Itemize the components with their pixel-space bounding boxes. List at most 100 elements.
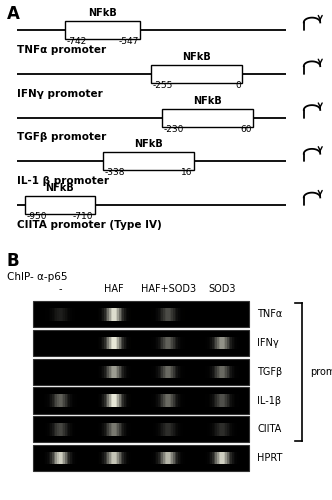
Bar bbox=[113, 394, 114, 407]
Bar bbox=[222, 366, 224, 378]
Bar bbox=[219, 423, 220, 436]
Bar bbox=[101, 452, 103, 464]
Bar bbox=[153, 394, 155, 407]
Bar bbox=[237, 452, 239, 464]
Bar bbox=[127, 394, 129, 407]
Bar bbox=[183, 423, 185, 436]
Bar bbox=[230, 452, 232, 464]
Bar bbox=[98, 452, 99, 464]
Bar bbox=[166, 366, 168, 378]
Bar bbox=[129, 366, 131, 378]
Bar bbox=[68, 452, 70, 464]
Bar bbox=[55, 308, 57, 320]
Bar bbox=[235, 394, 237, 407]
Bar bbox=[168, 366, 170, 378]
Bar bbox=[171, 452, 173, 464]
Bar bbox=[170, 366, 171, 378]
Bar bbox=[111, 366, 113, 378]
Bar bbox=[160, 308, 161, 320]
Bar bbox=[151, 308, 153, 320]
Bar bbox=[43, 394, 45, 407]
Bar bbox=[47, 394, 48, 407]
Bar bbox=[124, 452, 126, 464]
Bar bbox=[109, 308, 111, 320]
Bar bbox=[217, 337, 219, 349]
Bar bbox=[55, 423, 57, 436]
Bar bbox=[166, 308, 168, 320]
Bar bbox=[158, 337, 160, 349]
Bar bbox=[163, 452, 165, 464]
Bar bbox=[162, 108, 253, 126]
Bar bbox=[63, 452, 65, 464]
Bar bbox=[118, 423, 119, 436]
Bar bbox=[178, 394, 180, 407]
Bar bbox=[58, 423, 60, 436]
Bar bbox=[72, 452, 73, 464]
Bar bbox=[171, 308, 173, 320]
Bar bbox=[111, 337, 113, 349]
Bar bbox=[98, 394, 99, 407]
Bar bbox=[103, 452, 104, 464]
Bar bbox=[126, 423, 127, 436]
Bar bbox=[57, 423, 58, 436]
Text: HAF: HAF bbox=[104, 284, 124, 294]
Text: HAF+SOD3: HAF+SOD3 bbox=[140, 284, 196, 294]
Bar bbox=[220, 452, 222, 464]
Bar bbox=[153, 452, 155, 464]
Bar bbox=[65, 21, 140, 39]
Bar bbox=[119, 394, 121, 407]
Bar bbox=[176, 337, 178, 349]
Bar bbox=[235, 452, 237, 464]
Bar bbox=[225, 394, 227, 407]
Bar bbox=[178, 423, 180, 436]
Bar bbox=[103, 394, 104, 407]
Bar bbox=[173, 394, 175, 407]
Bar bbox=[214, 452, 215, 464]
Bar bbox=[118, 394, 119, 407]
Bar bbox=[155, 337, 156, 349]
Bar bbox=[101, 366, 103, 378]
Bar bbox=[70, 452, 72, 464]
Bar bbox=[45, 452, 47, 464]
Bar bbox=[123, 337, 124, 349]
Text: B: B bbox=[7, 252, 19, 270]
Bar bbox=[33, 330, 249, 356]
Bar bbox=[53, 423, 55, 436]
Bar bbox=[168, 308, 170, 320]
Bar bbox=[50, 394, 52, 407]
Bar bbox=[127, 452, 129, 464]
Bar bbox=[220, 337, 222, 349]
Bar bbox=[33, 358, 249, 385]
Bar bbox=[175, 337, 176, 349]
Bar bbox=[237, 366, 239, 378]
Bar bbox=[103, 423, 104, 436]
Bar bbox=[118, 308, 119, 320]
Bar bbox=[214, 423, 215, 436]
Bar bbox=[215, 337, 217, 349]
Bar bbox=[126, 308, 127, 320]
Bar bbox=[65, 452, 67, 464]
Bar bbox=[108, 423, 109, 436]
Bar bbox=[227, 452, 229, 464]
Bar bbox=[163, 337, 165, 349]
Text: TNFα: TNFα bbox=[257, 310, 283, 320]
Bar bbox=[151, 452, 153, 464]
Bar bbox=[176, 423, 178, 436]
Bar bbox=[68, 394, 70, 407]
Bar bbox=[171, 394, 173, 407]
Bar bbox=[33, 301, 249, 327]
Bar bbox=[237, 394, 239, 407]
Text: IL-1 β promoter: IL-1 β promoter bbox=[17, 176, 109, 186]
Bar bbox=[210, 452, 212, 464]
Bar bbox=[63, 423, 65, 436]
Bar bbox=[206, 366, 207, 378]
Bar bbox=[126, 452, 127, 464]
Bar bbox=[173, 423, 175, 436]
Bar bbox=[43, 308, 45, 320]
Bar bbox=[101, 394, 103, 407]
Bar bbox=[220, 423, 222, 436]
Bar bbox=[180, 337, 181, 349]
Bar bbox=[178, 452, 180, 464]
Bar bbox=[123, 452, 124, 464]
Bar bbox=[181, 452, 183, 464]
